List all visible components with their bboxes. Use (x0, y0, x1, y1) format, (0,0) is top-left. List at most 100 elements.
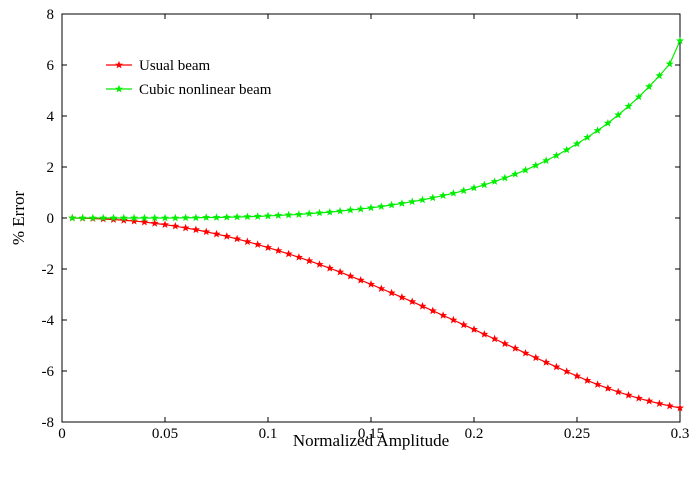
legend-marker (115, 84, 123, 93)
data-point (490, 177, 499, 185)
data-point (500, 173, 509, 182)
data-point (377, 202, 386, 210)
data-point (284, 249, 293, 258)
data-point (676, 403, 684, 412)
data-point (573, 139, 581, 148)
data-point (130, 216, 139, 225)
data-point (243, 237, 252, 246)
data-point (531, 353, 540, 362)
data-point (233, 234, 242, 243)
data-point (284, 210, 293, 219)
x-tick-label: 0.25 (564, 426, 590, 442)
data-point (552, 151, 561, 159)
data-point (243, 212, 252, 221)
data-point (130, 213, 139, 222)
y-tick-label: 2 (47, 160, 55, 176)
x-tick-label: 0.1 (259, 426, 278, 442)
x-tick-label: 0.15 (358, 426, 384, 442)
data-point (387, 200, 396, 209)
data-point (346, 271, 355, 280)
data-point (222, 232, 231, 240)
legend: Usual beam Cubic nonlinear beam (106, 58, 272, 98)
data-point (253, 240, 262, 248)
data-point (325, 207, 334, 216)
legend-marker (115, 60, 123, 69)
data-point (367, 280, 375, 288)
data-point (315, 260, 324, 268)
x-tick-label: 0 (58, 426, 66, 442)
data-point (449, 189, 458, 197)
y-tick-label: -6 (42, 364, 55, 380)
series-1 (68, 213, 684, 412)
data-point (397, 199, 406, 207)
data-point (356, 276, 365, 284)
data-point (119, 213, 128, 222)
legend-entry: Cubic nonlinear beam (106, 82, 272, 98)
data-point (665, 59, 674, 68)
x-tick-labels: 0 0.05 0.1 0.15 0.2 0.25 0.3 (58, 426, 689, 442)
series-2 (68, 36, 684, 222)
data-point (264, 211, 272, 220)
data-point (191, 225, 200, 234)
data-point (212, 213, 221, 221)
data-point (233, 212, 242, 221)
data-point (552, 362, 561, 371)
data-point (202, 213, 211, 221)
data-point (634, 92, 643, 101)
data-point (511, 169, 520, 178)
data-point (377, 284, 386, 293)
y-tick-label: -4 (42, 313, 55, 329)
data-point (305, 209, 314, 218)
x-tick-label: 0.3 (671, 426, 690, 442)
data-point (614, 387, 623, 396)
y-tick-label: -8 (42, 415, 55, 431)
data-point (593, 126, 602, 134)
data-point (367, 203, 375, 212)
data-point (274, 211, 283, 219)
data-point (305, 256, 314, 265)
y-tick-label: -2 (42, 262, 55, 278)
data-point (573, 371, 581, 380)
data-point (562, 145, 571, 154)
data-point (181, 213, 190, 222)
data-point (418, 195, 427, 204)
data-point (336, 206, 345, 215)
data-point (253, 212, 262, 220)
y-tick-label: 6 (47, 58, 55, 74)
y-tick-labels: -8 -6 -4 -2 0 2 4 6 8 (42, 7, 55, 431)
data-point (603, 118, 612, 127)
axis-ticks (61, 13, 681, 423)
data-point (428, 306, 437, 315)
data-point (68, 213, 77, 222)
data-point (408, 297, 417, 306)
data-point (294, 253, 303, 261)
data-point (470, 325, 478, 333)
legend-label: Usual beam (139, 58, 211, 74)
series-layer (68, 36, 684, 412)
data-point (583, 376, 592, 384)
data-point (655, 399, 664, 408)
data-point (624, 391, 633, 399)
data-point (88, 213, 97, 222)
data-point (470, 183, 478, 192)
data-point (119, 216, 128, 224)
data-point (645, 82, 654, 91)
data-point (140, 217, 149, 226)
legend-entry: Usual beam (106, 58, 211, 74)
data-point (171, 213, 180, 222)
data-point (634, 394, 643, 402)
data-point (480, 180, 489, 189)
data-point (511, 344, 520, 352)
data-point (222, 213, 231, 221)
data-point (459, 186, 468, 195)
data-point (150, 219, 159, 227)
data-point (521, 348, 530, 357)
data-point (397, 293, 406, 301)
data-point (614, 110, 623, 119)
data-point (645, 396, 654, 405)
data-point (562, 367, 571, 375)
data-point (387, 288, 396, 297)
data-point (161, 213, 169, 222)
data-point (439, 191, 448, 199)
